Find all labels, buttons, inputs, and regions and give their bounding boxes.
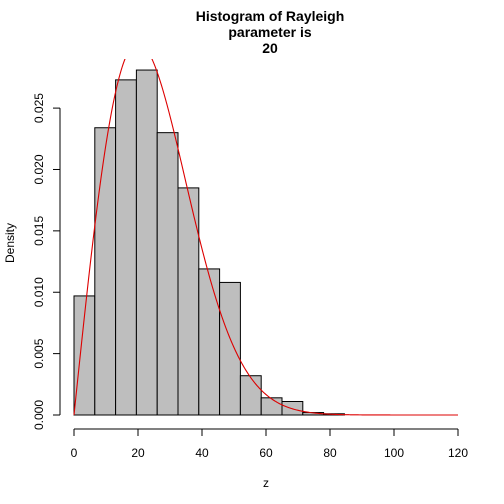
y-axis-title: Density — [3, 223, 17, 263]
histogram-bar — [260, 397, 283, 416]
x-tick-label: 100 — [384, 446, 404, 460]
histogram-bar — [198, 268, 221, 416]
chart-title-line-1: Histogram of Rayleigh — [196, 8, 345, 24]
histogram-bars — [73, 69, 345, 416]
chart-title-line-2: parameter is — [228, 24, 311, 40]
x-tick-label: 40 — [195, 446, 209, 460]
chart-title-line-3: 20 — [262, 40, 278, 56]
y-tick-label: 0.000 — [32, 400, 46, 430]
y-tick-label: 0.025 — [32, 93, 46, 123]
x-axis: 0 20 40 60 80 100 120 — [71, 428, 468, 460]
x-tick-label: 80 — [323, 446, 337, 460]
density-curve-layer — [73, 59, 458, 416]
y-tick-label: 0.015 — [32, 216, 46, 246]
x-tick-label: 20 — [131, 446, 145, 460]
histogram-bar — [239, 375, 262, 416]
histogram-bar — [219, 281, 241, 416]
y-tick-label: 0.005 — [32, 338, 46, 368]
x-tick-label: 120 — [448, 446, 468, 460]
rayleigh-density-curve — [73, 59, 458, 416]
y-tick-label: 0.020 — [32, 154, 46, 184]
x-tick-label: 0 — [71, 446, 78, 460]
y-tick-label: 0.010 — [32, 277, 46, 307]
x-tick-label: 60 — [259, 446, 273, 460]
x-axis-title: z — [263, 476, 269, 490]
histogram-bar — [135, 69, 158, 416]
histogram-bar — [156, 132, 179, 416]
y-axis: 0.000 0.005 0.010 0.015 0.020 0.025 — [32, 93, 61, 430]
histogram-bar — [94, 127, 117, 416]
histogram-bar — [115, 79, 137, 416]
